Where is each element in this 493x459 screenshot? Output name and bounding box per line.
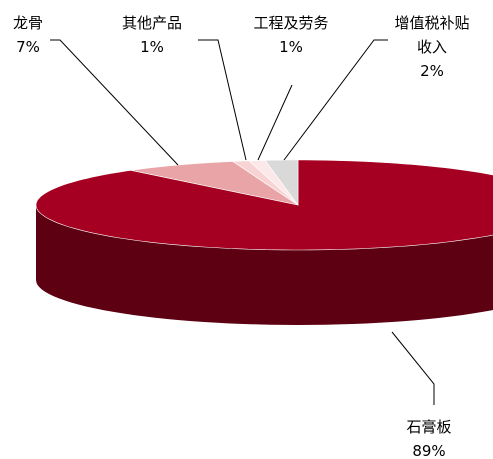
slice-4-category-label: 收入	[417, 38, 447, 56]
slice-4-percent-label: 2%	[420, 62, 444, 80]
slice-0-percent-label: 89%	[412, 442, 445, 459]
slice-2-top	[231, 160, 299, 206]
slice-0-category-label: 石膏板	[406, 418, 451, 436]
slice-2-percent-label: 1%	[140, 38, 164, 56]
pie-side-group	[36, 205, 493, 325]
slice-4-category-label: 增值税补贴	[394, 14, 469, 32]
slice-3-leader-line	[257, 84, 293, 161]
slice-3-top	[248, 160, 299, 206]
slice-3-percent-label: 1%	[279, 38, 303, 56]
slice-4-leader-line	[283, 39, 388, 161]
slice-4-top	[264, 159, 299, 206]
slice-2-category-label: 其他产品	[122, 14, 182, 32]
slice-2-leader-line	[198, 39, 247, 161]
slice-1-leader-line	[50, 39, 179, 166]
slice-0-leader-line	[391, 331, 435, 405]
slice-3-category-label: 工程及劳务	[253, 14, 328, 32]
slice-0-top	[35, 159, 493, 251]
slice-1-top	[130, 161, 299, 206]
slice-1-category-label: 龙骨	[13, 14, 43, 32]
slice-0-side	[36, 205, 493, 325]
pie-top-group	[35, 159, 493, 251]
slice-1-percent-label: 7%	[16, 38, 40, 56]
